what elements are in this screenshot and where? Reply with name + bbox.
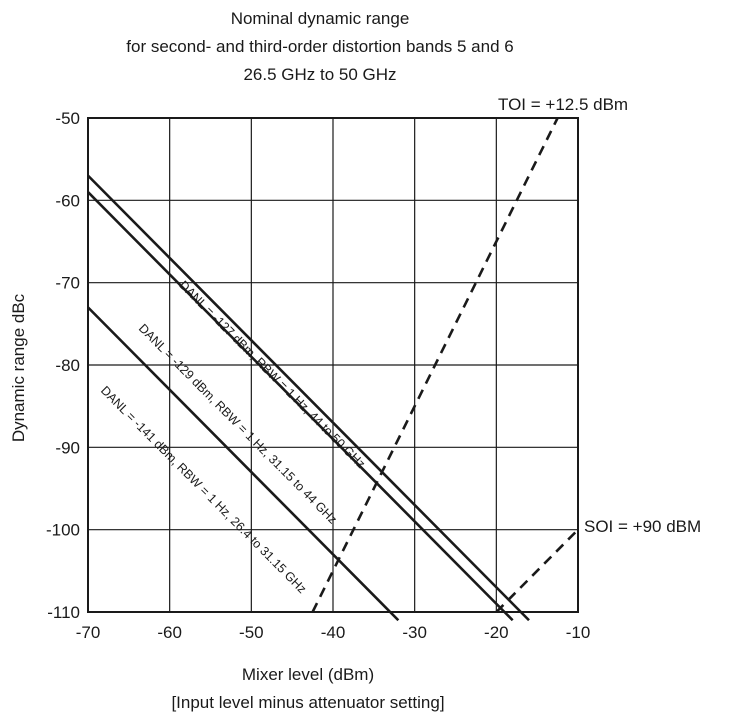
danl-127-label: DANL = -127 dBm, RBW = 1 Hz, 44 to 50 GH… [176, 278, 368, 471]
soi-label: SOI = +90 dBM [584, 517, 701, 536]
y-tick-label: -80 [55, 356, 80, 375]
y-axis-label: Dynamic range dBc [9, 293, 28, 442]
tick-labels: -70 -60 -50 -40 -30 -20 -10 -50 -60 -70 -80 -90 -100… [46, 109, 590, 642]
x-tick-label: -40 [321, 623, 346, 642]
danl-141-line [87, 306, 400, 622]
x-tick-label: -10 [566, 623, 591, 642]
toi-line [311, 117, 559, 613]
danl-127-line [87, 174, 530, 622]
danl-141-label: DANL = -141 dBm, RBW = 1 Hz, 26.4 to 31.… [98, 383, 309, 596]
x-tick-label: -60 [157, 623, 182, 642]
y-tick-label: -50 [55, 109, 80, 128]
danl-129-label: DANL = -129 dBm, RBW = 1 Hz, 31.15 to 44… [136, 321, 340, 526]
x-axis-label-line-1: Mixer level (dBm) [242, 665, 374, 684]
toi-label: TOI = +12.5 dBm [498, 95, 628, 114]
y-tick-label: -110 [47, 603, 80, 622]
chart-title-line-2: for second- and third-order distortion b… [126, 37, 513, 56]
y-tick-label: -60 [55, 191, 80, 210]
y-tick-label: -90 [55, 438, 80, 457]
plot-border [87, 117, 579, 613]
x-tick-label: -50 [239, 623, 264, 642]
chart-title: Nominal dynamic range for second- and th… [126, 9, 513, 84]
soi-line [495, 528, 579, 613]
x-tick-label: -30 [402, 623, 427, 642]
y-tick-label: -70 [55, 274, 80, 293]
plot-frame [87, 117, 579, 613]
y-tick-label: -100 [46, 521, 80, 540]
grid [87, 117, 579, 613]
danl-129-line [87, 191, 514, 622]
x-tick-label: -70 [76, 623, 101, 642]
chart-title-line-1: Nominal dynamic range [231, 9, 410, 28]
chart-title-line-3: 26.5 GHz to 50 GHz [243, 65, 396, 84]
x-tick-label: -20 [484, 623, 509, 642]
series-lines [87, 117, 579, 622]
x-axis-label-line-2: [Input level minus attenuator setting] [171, 693, 444, 712]
